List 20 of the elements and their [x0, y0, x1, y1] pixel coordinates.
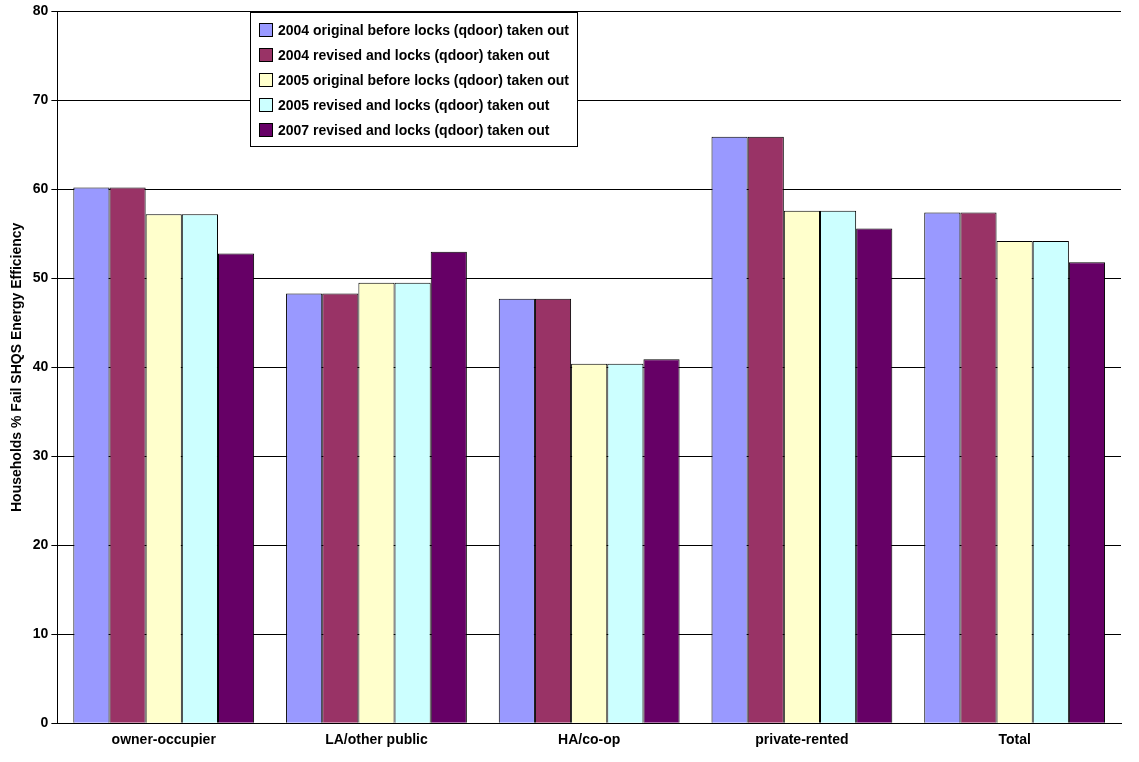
- legend-label: 2005 original before locks (qdoor) taken out: [278, 71, 569, 88]
- y-axis-title: Households % Fail SHQS Energy Efficiency: [8, 222, 25, 512]
- y-tick-label: 40: [32, 358, 49, 375]
- legend-label: 2004 revised and locks (qdoor) taken out: [278, 46, 550, 63]
- x-tick-label: HA/co-op: [558, 731, 621, 748]
- y-tick-label: 60: [32, 180, 49, 197]
- x-tick-label: owner-occupier: [111, 731, 217, 748]
- y-tick-label: 10: [32, 625, 49, 642]
- x-tick-label: Total: [998, 731, 1031, 748]
- legend-label: 2004 original before locks (qdoor) taken out: [278, 21, 569, 38]
- y-tick-label: 80: [32, 2, 49, 19]
- y-tick-label: 30: [32, 447, 49, 464]
- y-tick-label: 70: [32, 91, 49, 108]
- y-tick-label: 20: [32, 536, 49, 553]
- x-tick-label: LA/other public: [325, 731, 428, 748]
- legend-label: 2005 revised and locks (qdoor) taken out: [278, 96, 550, 113]
- y-tick-label: 50: [32, 269, 49, 286]
- y-tick-label: 0: [40, 714, 49, 731]
- x-tick-label: private-rented: [755, 731, 849, 748]
- legend-label: 2007 revised and locks (qdoor) taken out: [278, 121, 550, 138]
